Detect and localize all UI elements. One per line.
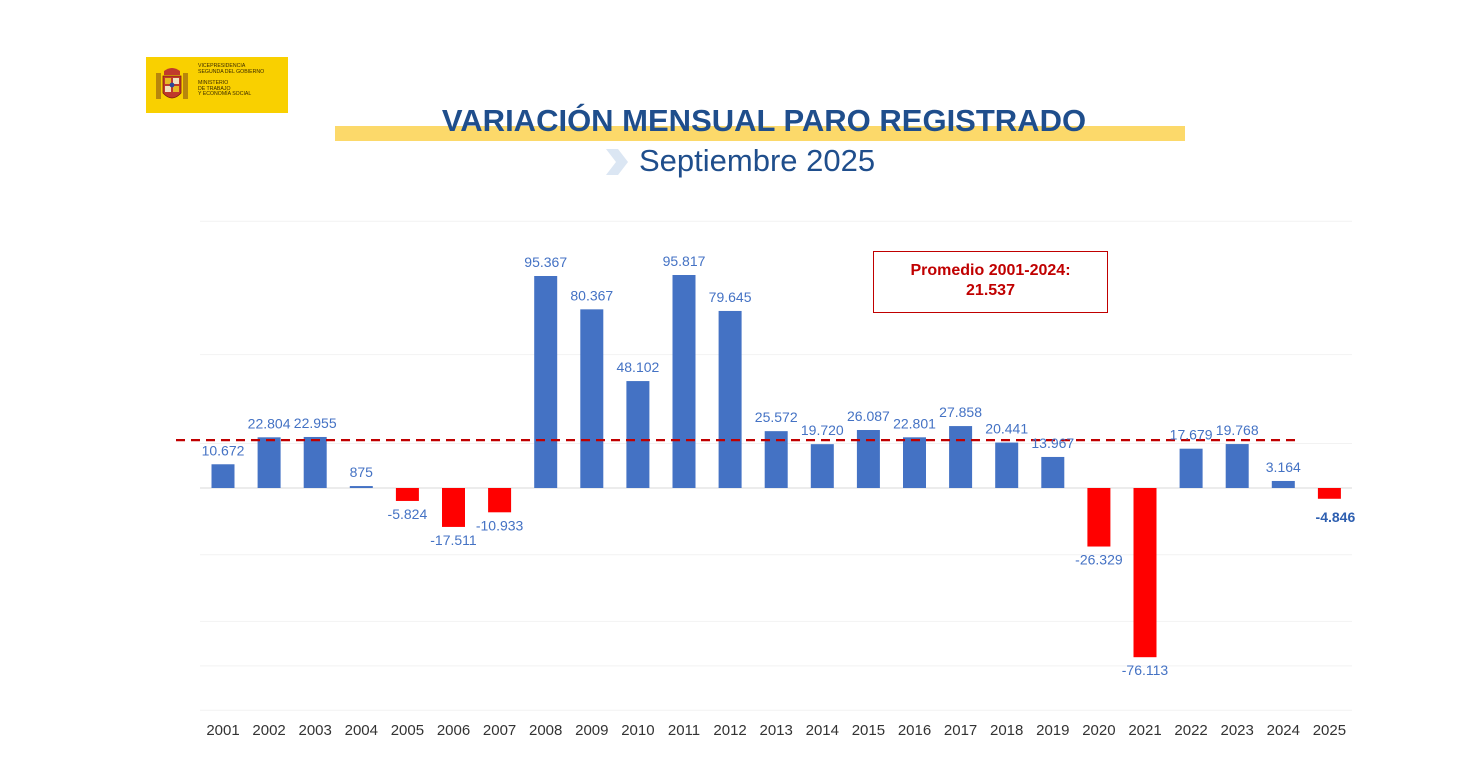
ministry-logo: VICEPRESIDENCIA SEGUNDA DEL GOBIERNO MIN… xyxy=(146,57,288,113)
data-label-2020: -26.329 xyxy=(1075,552,1123,568)
bar-2020 xyxy=(1087,488,1111,547)
title-highlight-band xyxy=(335,126,1185,141)
data-label-2014: 19.720 xyxy=(801,422,844,438)
data-label-2010: 48.102 xyxy=(616,359,659,375)
data-label-2017: 27.858 xyxy=(939,404,982,420)
x-tick-2017: 2017 xyxy=(944,722,977,739)
data-label-2007: -10.933 xyxy=(476,517,524,533)
data-label-2019: 13.967 xyxy=(1031,435,1074,451)
x-tick-2015: 2015 xyxy=(852,722,885,739)
x-tick-2001: 2001 xyxy=(206,722,239,739)
x-tick-2011: 2011 xyxy=(668,722,700,739)
x-tick-2018: 2018 xyxy=(990,722,1023,739)
x-tick-2016: 2016 xyxy=(898,722,931,739)
data-label-2005: -5.824 xyxy=(388,506,428,522)
x-tick-2003: 2003 xyxy=(299,722,332,739)
bar-2023 xyxy=(1225,444,1249,488)
data-label-2022: 17.679 xyxy=(1170,427,1213,443)
bar-2014 xyxy=(810,444,834,488)
x-tick-2024: 2024 xyxy=(1267,722,1300,739)
x-tick-2008: 2008 xyxy=(529,722,562,739)
page-title: VARIACIÓN MENSUAL PARO REGISTRADO xyxy=(441,103,1087,138)
data-label-2018: 20.441 xyxy=(985,421,1028,437)
data-label-2012: 79.645 xyxy=(709,289,752,305)
bar-2007 xyxy=(488,488,512,513)
x-tick-2002: 2002 xyxy=(252,722,285,739)
bar-2005 xyxy=(395,488,419,501)
bar-2016 xyxy=(903,437,926,488)
x-tick-2009: 2009 xyxy=(575,722,608,739)
x-tick-2019: 2019 xyxy=(1036,722,1069,739)
data-label-2011: 95.817 xyxy=(663,253,706,269)
bar-2017 xyxy=(949,426,973,488)
data-label-2023: 19.768 xyxy=(1216,422,1259,438)
chevron-right-icon xyxy=(606,149,628,175)
average-value: 21.537 xyxy=(966,282,1015,299)
bar-2002 xyxy=(257,437,281,488)
average-label: Promedio 2001-2024: xyxy=(910,262,1071,279)
bar-2006 xyxy=(442,488,465,527)
data-label-2016: 22.801 xyxy=(893,415,936,431)
bar-2012 xyxy=(718,310,742,488)
x-tick-2004: 2004 xyxy=(345,722,378,739)
bar-2011 xyxy=(672,274,696,488)
bar-2015 xyxy=(856,430,880,488)
x-tick-2013: 2013 xyxy=(760,722,793,739)
bar-2004 xyxy=(349,486,373,488)
bar-2013 xyxy=(764,431,788,488)
ministry-name: VICEPRESIDENCIA SEGUNDA DEL GOBIERNO MIN… xyxy=(198,63,265,98)
bar-2021 xyxy=(1133,488,1157,658)
bar-2008 xyxy=(534,276,558,488)
x-tick-2021: 2021 xyxy=(1128,722,1161,739)
x-tick-2023: 2023 xyxy=(1221,722,1254,739)
bar-2018 xyxy=(995,442,1019,488)
data-label-2009: 80.367 xyxy=(570,287,613,303)
data-label-2013: 25.572 xyxy=(755,409,798,425)
bar-2019 xyxy=(1041,456,1065,488)
bar-2009 xyxy=(580,309,604,488)
coat-of-arms-icon xyxy=(156,68,188,99)
data-label-2024: 3.164 xyxy=(1266,459,1301,475)
x-tick-2010: 2010 xyxy=(621,722,654,739)
bar-2003 xyxy=(303,436,327,488)
page-subtitle: Septiembre 2025 xyxy=(639,143,876,178)
bar-2024 xyxy=(1271,480,1295,488)
x-tick-2007: 2007 xyxy=(483,722,516,739)
bar-2025 xyxy=(1317,488,1341,499)
x-tick-2012: 2012 xyxy=(713,722,746,739)
data-label-2002: 22.804 xyxy=(248,415,291,431)
data-label-2015: 26.087 xyxy=(847,408,890,424)
data-label-2006: -17.511 xyxy=(430,532,477,548)
x-tick-2014: 2014 xyxy=(806,722,839,739)
x-tick-2022: 2022 xyxy=(1174,722,1207,739)
x-tick-2005: 2005 xyxy=(391,722,424,739)
bar-2001 xyxy=(211,464,235,488)
x-tick-2025: 2025 xyxy=(1313,722,1346,739)
data-label-2025: -4.846 xyxy=(1316,509,1356,525)
data-label-2021: -76.113 xyxy=(1122,662,1169,678)
x-tick-2006: 2006 xyxy=(437,722,470,739)
average-annotation-box: Promedio 2001-2024: 21.537 xyxy=(873,251,1108,313)
bar-2010 xyxy=(626,381,650,488)
data-label-2001: 10.672 xyxy=(202,442,245,458)
bar-2022 xyxy=(1179,448,1203,488)
x-tick-2020: 2020 xyxy=(1082,722,1115,739)
data-label-2003: 22.955 xyxy=(294,415,337,431)
data-label-2008: 95.367 xyxy=(524,254,567,270)
data-label-2004: 875 xyxy=(350,464,374,480)
